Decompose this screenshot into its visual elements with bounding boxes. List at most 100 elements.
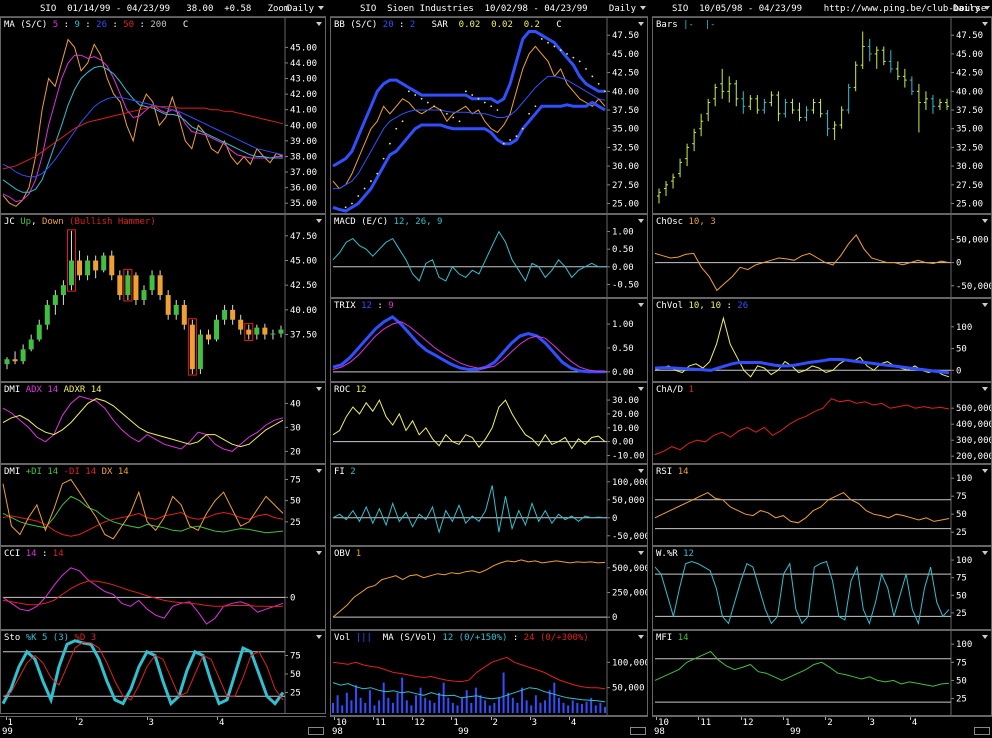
volume-bar [332,702,334,713]
panel-title: MA (S/C) 5 : 9 : 26 : 50 : 200 C [4,20,205,30]
panel-title: ChA/D 1 [656,385,694,395]
x-tick-label: 10 [658,718,669,728]
panel-menu-icon[interactable] [316,219,322,223]
candle-body [28,339,34,350]
panel-mfi[interactable]: MFI 14 100 75 50 25 [652,630,992,716]
panel-title-part: -DI 14 [63,467,97,477]
volume-bar [521,687,524,713]
panel-menu-icon[interactable] [638,469,644,473]
panel-menu-icon[interactable] [638,635,644,639]
panel-title-part: 2 [409,20,416,30]
panel-jc[interactable]: JC Up, Down (Bullish Hammer) 47.50 45.00 42… [0,214,326,382]
panel-menu-icon[interactable] [982,635,988,639]
panel-cci[interactable]: CCI 14 : 14 0 [0,546,326,630]
panel-menu-icon[interactable] [982,22,988,26]
y-tick-label: 47.50 [612,31,639,41]
x-axis-year-label: 99 [2,727,13,737]
panel-title-part: C [539,20,578,30]
panel-menu-icon[interactable] [982,469,988,473]
panel-menu-icon[interactable] [982,303,988,307]
series-line-12-26-9 [332,230,605,283]
y-tick-label: 0 [612,613,617,623]
y-tick-label: 1.00 [612,228,634,238]
panel-sto[interactable]: Sto %K 5 (3) %D 3 75 50 25 [0,630,326,714]
scroll-button[interactable] [974,727,990,735]
y-tick-label: 0 [612,514,617,524]
chart-header-title: SIO 01/14/99 - 04/23/99 38.00 +0.58 Zoom [40,4,290,14]
panel-wr[interactable]: W.%R 12 100 75 50 25 [652,546,992,630]
x-tick-label: 3 [869,718,875,728]
panel-ma[interactable]: MA (S/C) 5 : 9 : 26 : 50 : 200 C 45.00 44… [0,17,326,214]
sar-dot [471,94,474,96]
scroll-button[interactable] [630,727,646,735]
panel-menu-icon[interactable] [638,219,644,223]
series-line--d-3 [2,641,284,701]
volume-bar [590,697,593,713]
panel-menu-icon[interactable] [316,469,322,473]
y-tick-label: 200,000 [956,452,992,462]
sar-dot [344,206,347,209]
panel-menu-icon[interactable] [316,551,322,555]
series-line--di-14 [2,511,284,537]
volume-bar [345,692,348,713]
scroll-button[interactable] [308,727,324,735]
panel-menu-icon[interactable] [638,551,644,555]
panel-menu-icon[interactable] [316,22,322,26]
chevron-down-icon[interactable] [318,6,324,10]
y-tick-label: 75 [290,475,301,485]
panel-menu-icon[interactable] [638,303,644,307]
chevron-down-icon[interactable] [984,6,990,10]
series-line-14 [2,567,284,625]
x-tick [146,717,148,720]
period-selector[interactable]: Daily [286,4,314,14]
sar-dot [433,105,436,108]
panel-roc[interactable]: ROC 12 30.00 20.00 10.00 0.00 -10.00 [330,382,648,464]
period-selector[interactable]: Daily [608,4,636,14]
panel-bars[interactable]: Bars |- |- 47.50 45.00 42.50 40.00 37.50 35.00… [652,17,992,214]
series-line-12 [654,560,950,626]
volume-bar [396,692,399,713]
panel-rsi[interactable]: RSI 14 100 75 50 25 [652,464,992,546]
sar-dot [490,105,493,108]
period-selector[interactable]: Daily [952,4,980,14]
panel-macd[interactable]: MACD (E/C) 12, 26, 9 1.00 0.50 0.00 -0.50 [330,214,648,298]
x-tick-label: 3 [148,718,154,728]
y-tick-label: 50,000 [956,236,989,246]
panel-chad[interactable]: ChA/D 1 500,000 400,000 300,000 200,000 [652,382,992,464]
panel-dmi1[interactable]: DMI ADX 14 ADXR 14 40 30 20 [0,382,326,464]
panel-bb[interactable]: BB (S/C) 20 : 2 SAR 0.02 0.02 0.2 C 47.5… [330,17,648,214]
panel-title-part: DMI [4,467,26,477]
panel-fi[interactable]: FI 2 100,000 50,000 0 -50,000 [330,464,648,546]
panel-dmi2[interactable]: DMI +DI 14 -DI 14 DX 14 75 50 25 [0,464,326,546]
x-axis-year-label: 98 [332,727,343,737]
panel-menu-icon[interactable] [982,219,988,223]
panel-plot: 100 75 50 25 [654,465,972,545]
sar-dot [376,172,379,175]
chevron-down-icon[interactable] [640,6,646,10]
series-line-9 [332,321,606,373]
y-tick-label: 41.00 [290,106,317,116]
panel-trix[interactable]: TRIX 12 : 9 1.00 0.50 0.00 [330,298,648,382]
panel-title: DMI ADX 14 ADXR 14 [4,385,102,395]
panel-menu-icon[interactable] [316,635,322,639]
series-line-10-3 [654,234,950,292]
panel-obv[interactable]: OBV 1 500,000 250,000 0 [330,546,648,630]
panel-chvol[interactable]: ChVol 10, 10 : 26 100 50 0 [652,298,992,382]
y-tick-label: 75 [956,658,967,668]
y-tick-label: 100,000 [612,478,648,488]
panel-menu-icon[interactable] [638,22,644,26]
x-tick [451,717,453,720]
sar-dot [439,109,442,111]
panel-chosc[interactable]: ChOsc 10, 3 50,000 0 -50,000 [652,214,992,298]
panel-menu-icon[interactable] [982,551,988,555]
panel-menu-icon[interactable] [638,387,644,391]
panel-plot: 75 50 25 [2,465,301,545]
panel-title-part: ROC [334,385,356,395]
panel-title: CCI 14 : 14 [4,549,64,559]
x-tick [333,717,335,720]
panel-vol[interactable]: Vol ||| MA (S/Vol) 12 (0/+150%) : 24 (0/… [330,630,648,716]
volume-bar [382,682,385,713]
panel-menu-icon[interactable] [982,387,988,391]
panel-menu-icon[interactable] [316,387,322,391]
series-line--di-14 [2,495,284,534]
